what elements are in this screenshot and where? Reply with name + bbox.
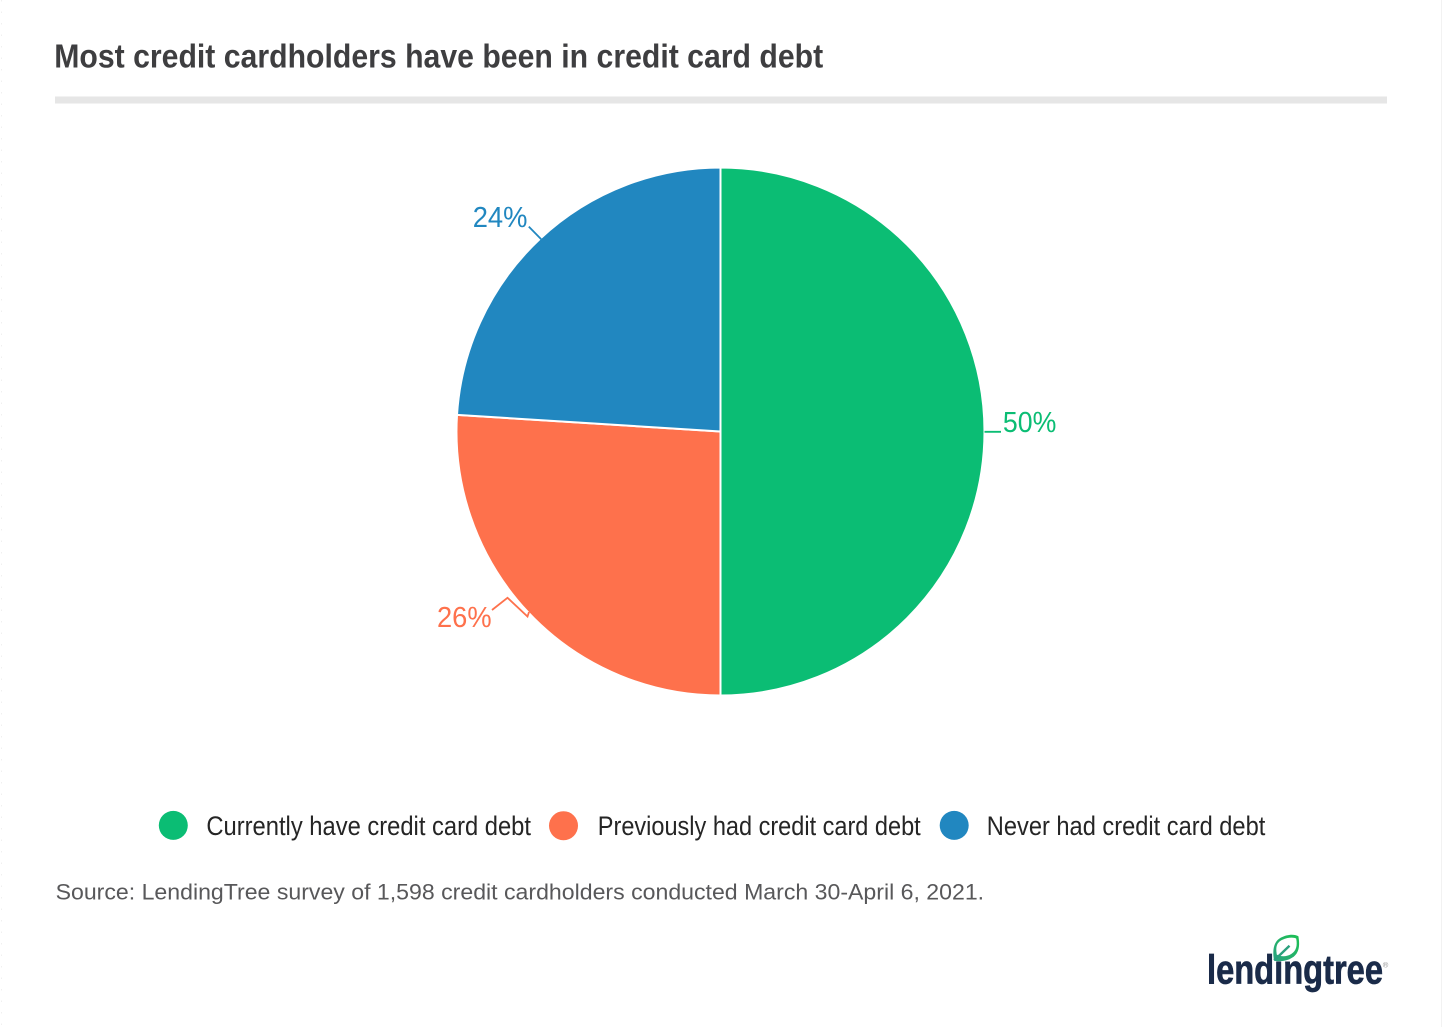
svg-text:Most credit cardholders have b: Most credit cardholders have been in cre… [54,39,823,76]
svg-text:26%: 26% [437,602,492,634]
svg-text:Currently have credit card deb: Currently have credit card debt [206,811,531,841]
svg-text:lendıngtree: lendıngtree [1207,947,1383,993]
svg-text:®: ® [1383,961,1389,970]
svg-text:Never had credit card debt: Never had credit card debt [987,811,1266,841]
svg-text:Previously had credit card deb: Previously had credit card debt [598,811,921,841]
svg-text:24%: 24% [473,202,528,234]
svg-text:Source: LendingTree survey of: Source: LendingTree survey of 1,598 cred… [56,880,985,905]
svg-text:50%: 50% [1003,407,1056,439]
